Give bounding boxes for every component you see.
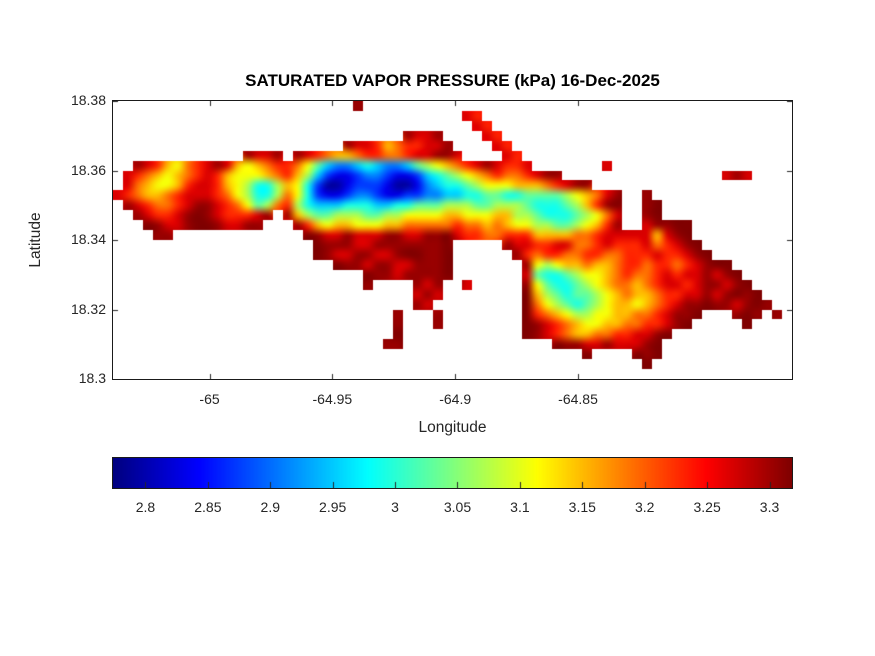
x-tick-label: -64.95 bbox=[312, 391, 353, 407]
colorbar-tick-label: 3 bbox=[391, 499, 399, 515]
y-tick-label: 18.34 bbox=[70, 231, 106, 247]
y-axis-label: Latitude bbox=[27, 212, 44, 268]
colorbar-tick-label: 2.8 bbox=[135, 499, 156, 515]
x-tick-label: -65 bbox=[199, 391, 220, 407]
colorbar-tick-label: 3.1 bbox=[510, 499, 530, 515]
colorbar-tick-label: 2.9 bbox=[260, 499, 280, 515]
colorbar-tick-label: 3.2 bbox=[634, 499, 655, 515]
x-tick-label: -64.85 bbox=[558, 391, 598, 407]
x-axis-label: Longitude bbox=[418, 419, 487, 436]
heatmap-canvas bbox=[113, 101, 792, 379]
y-tick-label: 18.36 bbox=[70, 161, 106, 178]
y-tick-label: 18.32 bbox=[70, 300, 106, 317]
colorbar-tick-label: 3.05 bbox=[443, 499, 472, 515]
y-tick-label: 18.3 bbox=[78, 370, 106, 386]
colorbar-canvas bbox=[113, 458, 792, 488]
colorbar bbox=[112, 457, 793, 489]
colorbar-tick-label: 3.3 bbox=[759, 499, 780, 515]
map-plot-area bbox=[112, 100, 793, 380]
colorbar-tick-label: 2.95 bbox=[319, 499, 347, 515]
colorbar-tick-label: 2.85 bbox=[194, 499, 222, 515]
chart-title: SATURATED VAPOR PRESSURE (kPa) 16-Dec-20… bbox=[245, 71, 660, 90]
x-tick-label: -64.9 bbox=[439, 391, 472, 407]
colorbar-tick-label: 3.25 bbox=[693, 499, 721, 515]
colorbar-tick-label: 3.15 bbox=[568, 499, 596, 515]
y-tick-label: 18.38 bbox=[70, 92, 106, 108]
